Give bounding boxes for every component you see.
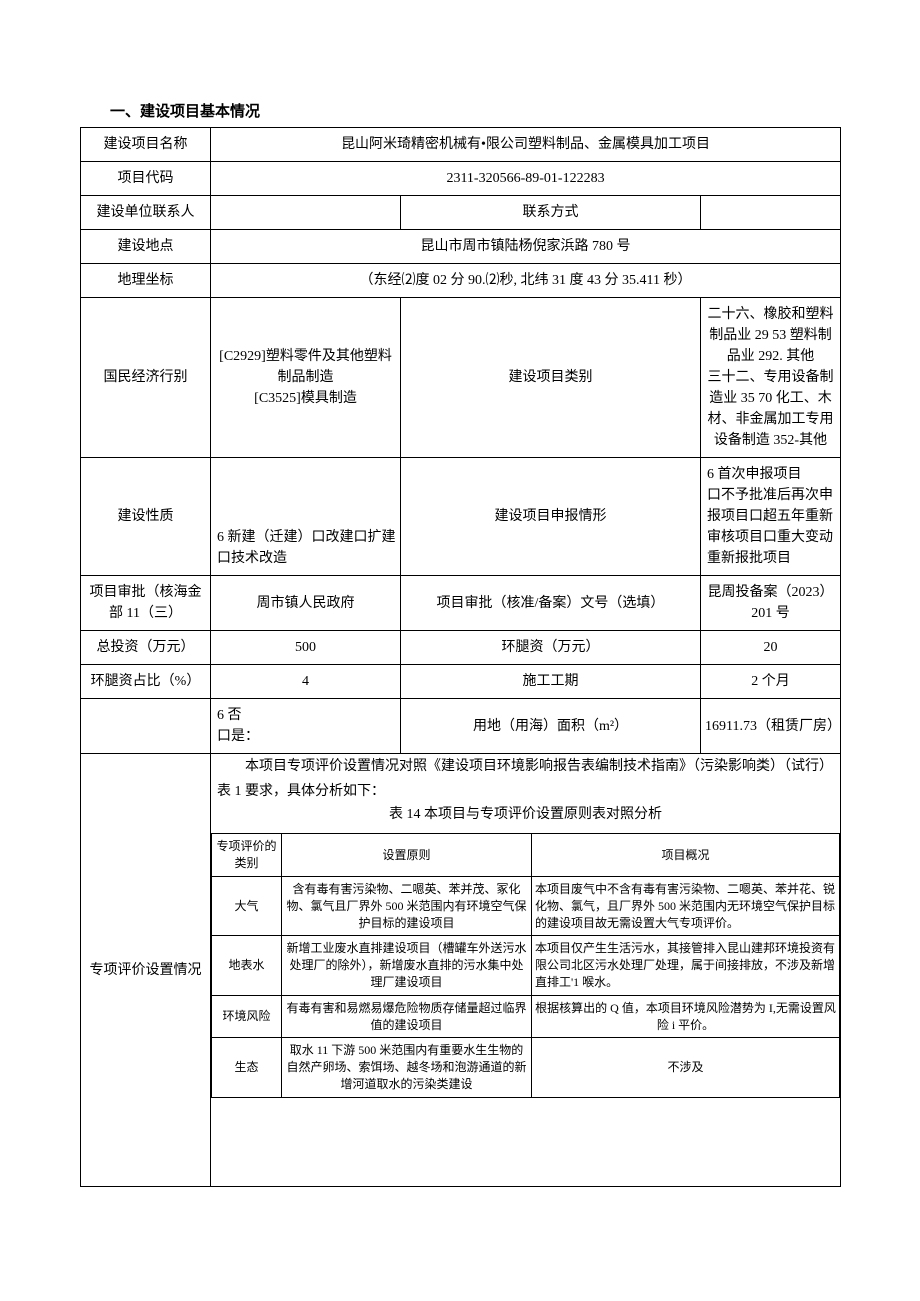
value-project-name: 昆山阿米琦精密机械有•限公司塑料制品、金属模具加工项目 — [211, 128, 841, 162]
inner-table: 专项评价的类别 设置原则 项目概况 大气 含有毒有害污染物、二嗯英、苯并茂、冢化… — [211, 833, 840, 1097]
value-industry: [C2929]塑料零件及其他塑料制品制造[C3525]模具制造 — [211, 298, 401, 458]
inner-row-situation: 本项目废气中不含有毒有害污染物、二嗯英、苯并花、锐化物、氯气，且厂界外 500 … — [532, 876, 840, 935]
label-total-invest: 总投资（万元） — [81, 631, 211, 665]
main-table: 建设项目名称 昆山阿米琦精密机械有•限公司塑料制品、金属模具加工项目 项目代码 … — [80, 127, 841, 1187]
label-contact-method: 联系方式 — [401, 196, 701, 230]
label-project-code: 项目代码 — [81, 162, 211, 196]
inner-row-situation: 根据核算出的 Q 值，本项目环境风险潜势为 I,无需设置风险 i 平价。 — [532, 995, 840, 1038]
inner-row-situation: 本项目仅产生生活污水，其接管排入昆山建邦环境投资有限公司北区污水处理厂处理，属于… — [532, 936, 840, 995]
value-contact-person — [211, 196, 401, 230]
value-sea: 6 否口是： — [211, 699, 401, 754]
value-env-invest: 20 — [701, 631, 841, 665]
value-location: 昆山市周市镇陆杨倪家浜路 780 号 — [211, 230, 841, 264]
value-project-type: 二十六、橡胶和塑料制品业 29 53 塑料制品业 292. 其他三十二、专用设备… — [701, 298, 841, 458]
inner-row-situation: 不涉及 — [532, 1038, 840, 1097]
value-area: 16911.73（租赁厂房） — [701, 699, 841, 754]
special-table-title: 表 14 本项目与专项评价设置原则表对照分析 — [211, 804, 840, 825]
inner-header-situation: 项目概况 — [532, 834, 840, 877]
label-report-type: 建设项目申报情形 — [401, 458, 701, 576]
inner-row-principle: 新增工业废水直排建设项目（槽罐车外送污水处理厂的除外），新增废水直排的污水集中处… — [282, 936, 532, 995]
inner-row-principle: 含有毒有害污染物、二嗯英、苯并茂、冢化物、氯气且厂界外 500 米范围内有环境空… — [282, 876, 532, 935]
label-location: 建设地点 — [81, 230, 211, 264]
value-total-invest: 500 — [211, 631, 401, 665]
label-area: 用地（用海）面积（m²） — [401, 699, 701, 754]
value-env-ratio: 4 — [211, 665, 401, 699]
value-approval-no: 昆周投备案（2023）201 号 — [701, 576, 841, 631]
label-approval-no: 项目审批（核准/备案）文号（选填） — [401, 576, 701, 631]
label-contact-person: 建设单位联系人 — [81, 196, 211, 230]
inner-row-principle: 有毒有害和易燃易爆危险物质存储量超过临界值的建设项目 — [282, 995, 532, 1038]
inner-row-cat: 地表水 — [212, 936, 282, 995]
value-approval-dept: 周市镇人民政府 — [211, 576, 401, 631]
label-special: 专项评价设置情况 — [81, 754, 211, 1187]
inner-header-cat: 专项评价的类别 — [212, 834, 282, 877]
value-period: 2 个月 — [701, 665, 841, 699]
value-report-type: 6 首次申报项目口不予批准后再次申报项目口超五年重新审核项目口重大变动重新报批项… — [701, 458, 841, 576]
label-approval-dept: 项目审批（核海金部 11（三） — [81, 576, 211, 631]
inner-row-cat: 大气 — [212, 876, 282, 935]
inner-row-cat: 生态 — [212, 1038, 282, 1097]
inner-row-principle: 取水 11 下游 500 米范围内有重要水生生物的自然产卵场、索饵场、越冬场和泡… — [282, 1038, 532, 1097]
label-nature: 建设性质 — [81, 458, 211, 576]
label-sea — [81, 699, 211, 754]
label-env-invest: 环腿资（万元） — [401, 631, 701, 665]
label-project-name: 建设项目名称 — [81, 128, 211, 162]
label-geo: 地理坐标 — [81, 264, 211, 298]
value-contact-method — [701, 196, 841, 230]
section-title: 一、建设项目基本情况 — [110, 100, 840, 121]
inner-row-cat: 环境风险 — [212, 995, 282, 1038]
inner-header-principle: 设置原则 — [282, 834, 532, 877]
label-project-type: 建设项目类别 — [401, 298, 701, 458]
label-industry: 国民经济行别 — [81, 298, 211, 458]
value-project-code: 2311-320566-89-01-122283 — [211, 162, 841, 196]
value-geo: （东经⑵度 02 分 90.⑵秒, 北纬 31 度 43 分 35.411 秒） — [211, 264, 841, 298]
value-nature: 6 新建（迁建）口改建口扩建口技术改造 — [211, 458, 401, 576]
special-intro: 本项目专项评价设置情况对照《建设项目环境影响报告表编制技术指南》（污染影响类）（… — [211, 754, 840, 804]
label-period: 施工工期 — [401, 665, 701, 699]
label-env-ratio: 环腿资占比（%） — [81, 665, 211, 699]
